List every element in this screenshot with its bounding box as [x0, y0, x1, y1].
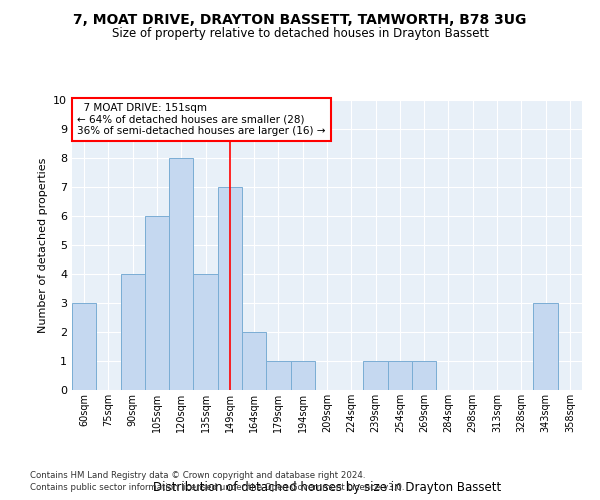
Text: Size of property relative to detached houses in Drayton Bassett: Size of property relative to detached ho… — [112, 28, 488, 40]
Bar — [266, 361, 290, 390]
Bar — [364, 361, 388, 390]
Bar — [193, 274, 218, 390]
Bar — [533, 303, 558, 390]
Bar — [121, 274, 145, 390]
Bar — [242, 332, 266, 390]
Bar — [72, 303, 96, 390]
Text: 7, MOAT DRIVE, DRAYTON BASSETT, TAMWORTH, B78 3UG: 7, MOAT DRIVE, DRAYTON BASSETT, TAMWORTH… — [73, 12, 527, 26]
Bar — [388, 361, 412, 390]
Bar — [218, 187, 242, 390]
Text: Contains HM Land Registry data © Crown copyright and database right 2024.: Contains HM Land Registry data © Crown c… — [30, 470, 365, 480]
Bar — [145, 216, 169, 390]
X-axis label: Distribution of detached houses by size in Drayton Bassett: Distribution of detached houses by size … — [153, 481, 501, 494]
Y-axis label: Number of detached properties: Number of detached properties — [38, 158, 47, 332]
Text: 7 MOAT DRIVE: 151sqm  
← 64% of detached houses are smaller (28)
36% of semi-det: 7 MOAT DRIVE: 151sqm ← 64% of detached h… — [77, 103, 326, 136]
Bar — [169, 158, 193, 390]
Bar — [290, 361, 315, 390]
Text: Contains public sector information licensed under the Open Government Licence v3: Contains public sector information licen… — [30, 483, 404, 492]
Bar — [412, 361, 436, 390]
